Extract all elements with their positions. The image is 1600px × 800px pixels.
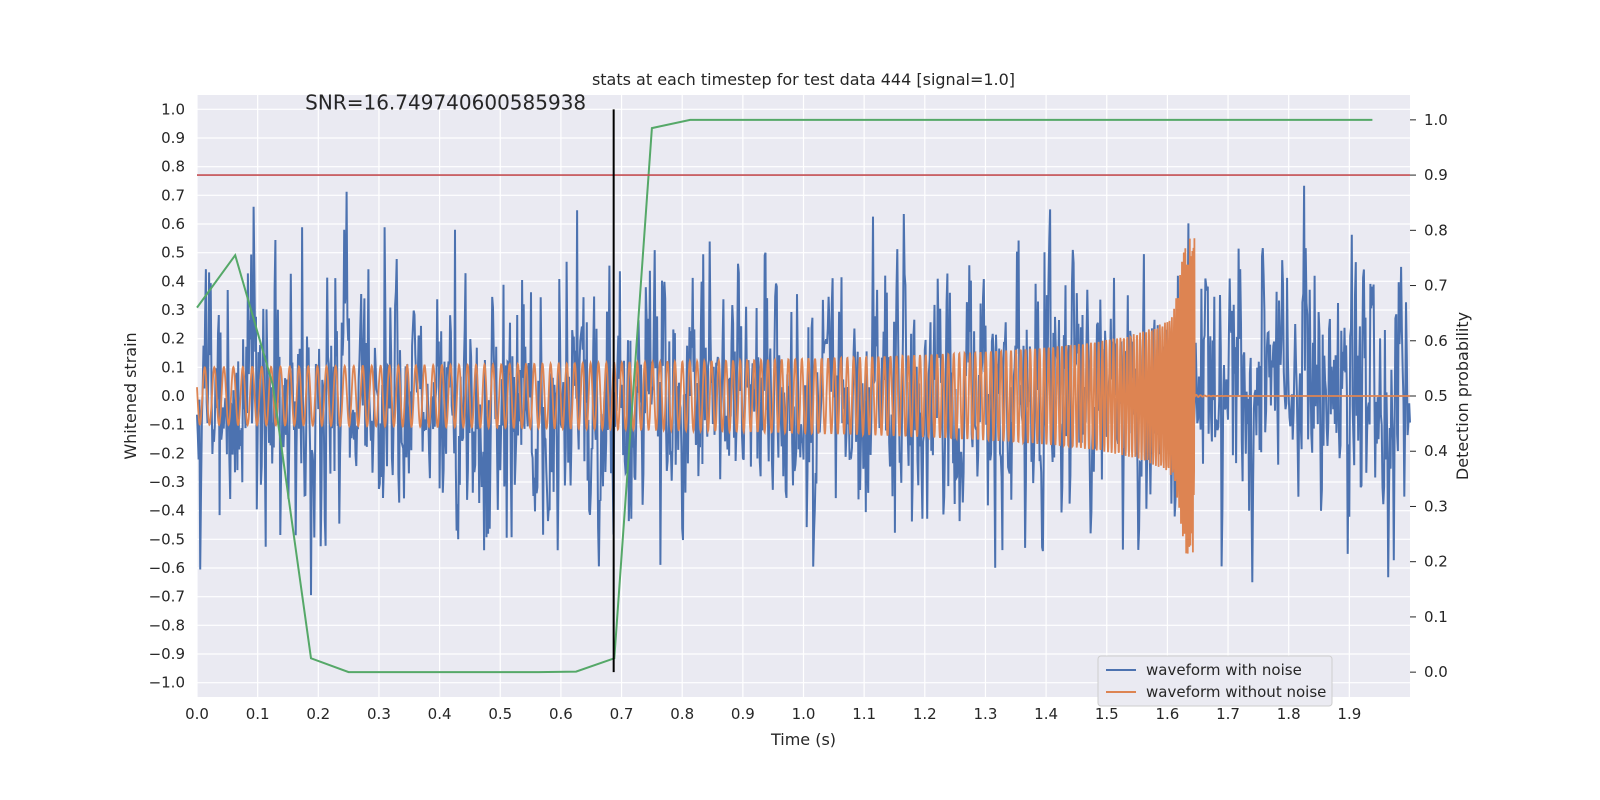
x-tick-label: 1.4 xyxy=(1034,705,1058,723)
y2-tick-label: 0.2 xyxy=(1424,553,1448,571)
y-tick-label: 0.0 xyxy=(161,387,185,405)
x-tick-label: 0.7 xyxy=(610,705,634,723)
y-tick-label: −1.0 xyxy=(149,674,185,692)
y-tick-label: −0.6 xyxy=(149,559,185,577)
y-tick-label: −0.1 xyxy=(149,416,185,434)
detection-probability-line xyxy=(196,118,1373,674)
y-tick-label: 0.4 xyxy=(161,272,185,290)
y-tick-label: −0.7 xyxy=(149,588,185,606)
x-tick-label: 0.6 xyxy=(549,705,573,723)
y2-tick-label: 0.1 xyxy=(1424,608,1448,626)
y-tick-label: 0.7 xyxy=(161,186,185,204)
x-tick-label: 1.0 xyxy=(792,705,816,723)
series-detection-probability xyxy=(196,118,1373,674)
y-tick-label: 0.2 xyxy=(161,330,185,348)
x-tick-label: 0.9 xyxy=(731,705,755,723)
x-tick-label: 1.6 xyxy=(1155,705,1179,723)
x-tick-label: 0.8 xyxy=(670,705,694,723)
waveform-without-noise-line xyxy=(196,238,1410,554)
x-axis-ticks: 0.0 0.1 0.2 0.3 0.4 0.5 0.6 0.7 0.8 0.9 1.0 1.1 1.2 1… xyxy=(185,705,1361,723)
x-tick-label: 0.3 xyxy=(367,705,391,723)
x-tick-label: 0.0 xyxy=(185,705,209,723)
y-tick-label: −0.5 xyxy=(149,530,185,548)
series-waveform-with-noise xyxy=(196,185,1411,596)
legend-box xyxy=(1097,655,1333,707)
y2-tick-label: 1.0 xyxy=(1424,111,1448,129)
x-tick-label: 1.9 xyxy=(1337,705,1361,723)
y2-tick-label: 0.5 xyxy=(1424,387,1448,405)
y2-axis-label: Detection probability xyxy=(1453,312,1472,480)
y-tick-label: −0.9 xyxy=(149,645,185,663)
series-waveform-without-noise xyxy=(196,238,1410,554)
y-tick-label: 1.0 xyxy=(161,100,185,118)
y-tick-label: −0.3 xyxy=(149,473,185,491)
legend-entry-label: waveform without noise xyxy=(1146,683,1326,701)
x-tick-label: 0.2 xyxy=(306,705,330,723)
x-tick-label: 0.1 xyxy=(246,705,270,723)
x-tick-label: 0.5 xyxy=(488,705,512,723)
x-tick-label: 1.2 xyxy=(913,705,937,723)
y2-tick-label: 0.7 xyxy=(1424,277,1448,295)
y2-axis-ticks: 1.0 0.9 0.8 0.7 0.6 0.5 0.4 0.3 0.2 0.1 0.0 xyxy=(1410,111,1448,681)
y-tick-label: 0.6 xyxy=(161,215,185,233)
x-tick-label: 0.4 xyxy=(428,705,452,723)
x-tick-label: 1.8 xyxy=(1277,705,1301,723)
x-tick-label: 1.5 xyxy=(1095,705,1119,723)
legend: waveform with noise waveform without nois… xyxy=(1097,655,1333,707)
y-tick-label: 0.3 xyxy=(161,301,185,319)
y2-tick-label: 0.8 xyxy=(1424,221,1448,239)
y2-tick-label: 0.9 xyxy=(1424,166,1448,184)
x-axis-label: Time (s) xyxy=(770,730,836,749)
waveform-with-noise-line xyxy=(196,185,1411,596)
y2-tick-label: 0.0 xyxy=(1424,663,1448,681)
y2-tick-label: 0.6 xyxy=(1424,332,1448,350)
y-tick-label: 0.5 xyxy=(161,244,185,262)
y-tick-label: −0.2 xyxy=(149,444,185,462)
y-tick-label: −0.8 xyxy=(149,616,185,634)
y2-tick-label: 0.3 xyxy=(1424,497,1448,515)
chart-title: stats at each timestep for test data 444… xyxy=(592,70,1015,89)
y-tick-label: 0.1 xyxy=(161,358,185,376)
y-axis-label: Whitened strain xyxy=(121,332,140,459)
grid-lines xyxy=(196,95,1410,697)
y-tick-label: −0.4 xyxy=(149,502,185,520)
x-tick-label: 1.3 xyxy=(974,705,998,723)
x-tick-label: 1.1 xyxy=(852,705,876,723)
snr-annotation: SNR=16.749740600585938 xyxy=(305,90,586,114)
legend-entry-label: waveform with noise xyxy=(1146,661,1302,679)
y-axis-ticks: 1.0 0.9 0.8 0.7 0.6 0.5 0.4 0.3 0.2 0.1 0.0 −0.1 −0.… xyxy=(149,100,185,691)
y-tick-label: 0.8 xyxy=(161,158,185,176)
x-tick-label: 1.7 xyxy=(1216,705,1240,723)
y2-tick-label: 0.4 xyxy=(1424,442,1448,460)
y-tick-label: 0.9 xyxy=(161,129,185,147)
